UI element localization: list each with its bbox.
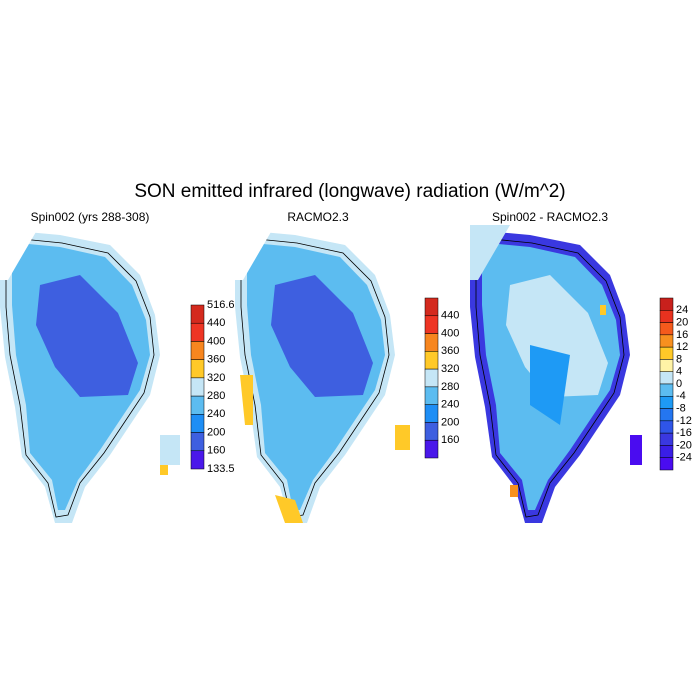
- colorbar-label: 400: [441, 327, 459, 339]
- colorbar-segment: [659, 383, 674, 397]
- colorbar-segment: [659, 457, 674, 471]
- colorbar-label: 360: [207, 354, 225, 366]
- colorbar-segment: [424, 368, 439, 388]
- colorbar-label: 280: [441, 381, 459, 393]
- colorbar-label: 12: [676, 341, 688, 353]
- colorbar-label: 16: [676, 329, 688, 341]
- colorbar-label: 20: [676, 316, 688, 328]
- colorbar-label: -8: [676, 402, 686, 414]
- colorbar-segment: [190, 341, 205, 360]
- colorbar-label: 160: [441, 434, 459, 446]
- figure-title: SON emitted infrared (longwave) radiatio…: [134, 181, 565, 202]
- colorbar-segment: [424, 386, 439, 405]
- colorbar-segment: [190, 395, 205, 415]
- map-panel: [0, 225, 180, 523]
- colorbar-segment: [190, 450, 205, 470]
- colorbar-segment: [659, 371, 674, 385]
- colorbar-segment: [659, 334, 674, 348]
- colorbar-label: 440: [207, 317, 225, 329]
- colorbar-label: 200: [441, 416, 459, 428]
- colorbar-segment: [659, 297, 674, 311]
- colorbar-label: 320: [441, 363, 459, 375]
- colorbar-label: -12: [676, 415, 692, 427]
- colorbar-segment: [659, 346, 674, 360]
- colorbar-label: -4: [676, 390, 686, 402]
- colorbar-segment: [424, 422, 439, 441]
- colorbar-label: -24: [676, 452, 692, 464]
- colorbar-segment: [190, 414, 205, 433]
- colorbar-segment: [190, 322, 205, 342]
- colorbar-segment: [190, 377, 205, 397]
- colorbar-label: 360: [441, 345, 459, 357]
- colorbar-label: 133.5: [207, 463, 235, 475]
- colorbar-segment: [424, 404, 439, 423]
- colorbar-segment: [659, 432, 674, 446]
- colorbar-label: 4: [676, 366, 682, 378]
- colorbar-label: 24: [676, 304, 688, 316]
- colorbar-label: 240: [207, 408, 225, 420]
- colorbar-label: 8: [676, 353, 682, 365]
- colorbar-label: -16: [676, 427, 692, 439]
- colorbar-label: 280: [207, 390, 225, 402]
- colorbar-segment: [424, 315, 439, 334]
- panel-title: Spin002 - RACMO2.3: [492, 210, 608, 224]
- map-panel: [470, 225, 642, 523]
- colorbar-segment: [659, 420, 674, 434]
- colorbar-label: 240: [441, 399, 459, 411]
- colorbars: Spin002 (yrs 288-308) 516.6 440 400 360 320 28…: [31, 210, 692, 475]
- colorbar-segment: [659, 322, 674, 336]
- colorbar-label: 0: [676, 378, 682, 390]
- colorbar-segment: [659, 445, 674, 458]
- colorbar-segment: [190, 359, 205, 379]
- colorbar-label: 440: [441, 310, 459, 322]
- colorbar-segment: [190, 304, 205, 324]
- colorbar-label: 400: [207, 335, 225, 347]
- colorbar-segment: [659, 396, 674, 409]
- colorbar-segment: [190, 432, 205, 452]
- map-panel: [235, 225, 410, 523]
- colorbar-label: 200: [207, 426, 225, 438]
- panel-title: RACMO2.3: [287, 210, 349, 224]
- colorbar-segment: [424, 439, 439, 459]
- colorbar-segment: [659, 359, 674, 372]
- colorbar-label: 160: [207, 445, 225, 457]
- colorbar-segment: [659, 310, 674, 323]
- colorbar-label: 320: [207, 372, 225, 384]
- colorbar-segment: [424, 333, 439, 352]
- colorbar-label: -20: [676, 439, 692, 451]
- colorbar-segment: [424, 297, 439, 317]
- colorbar-label: 516.6: [207, 299, 235, 311]
- colorbar-segment: [659, 408, 674, 422]
- panel-title: Spin002 (yrs 288-308): [31, 210, 150, 224]
- colorbar-segment: [424, 351, 439, 370]
